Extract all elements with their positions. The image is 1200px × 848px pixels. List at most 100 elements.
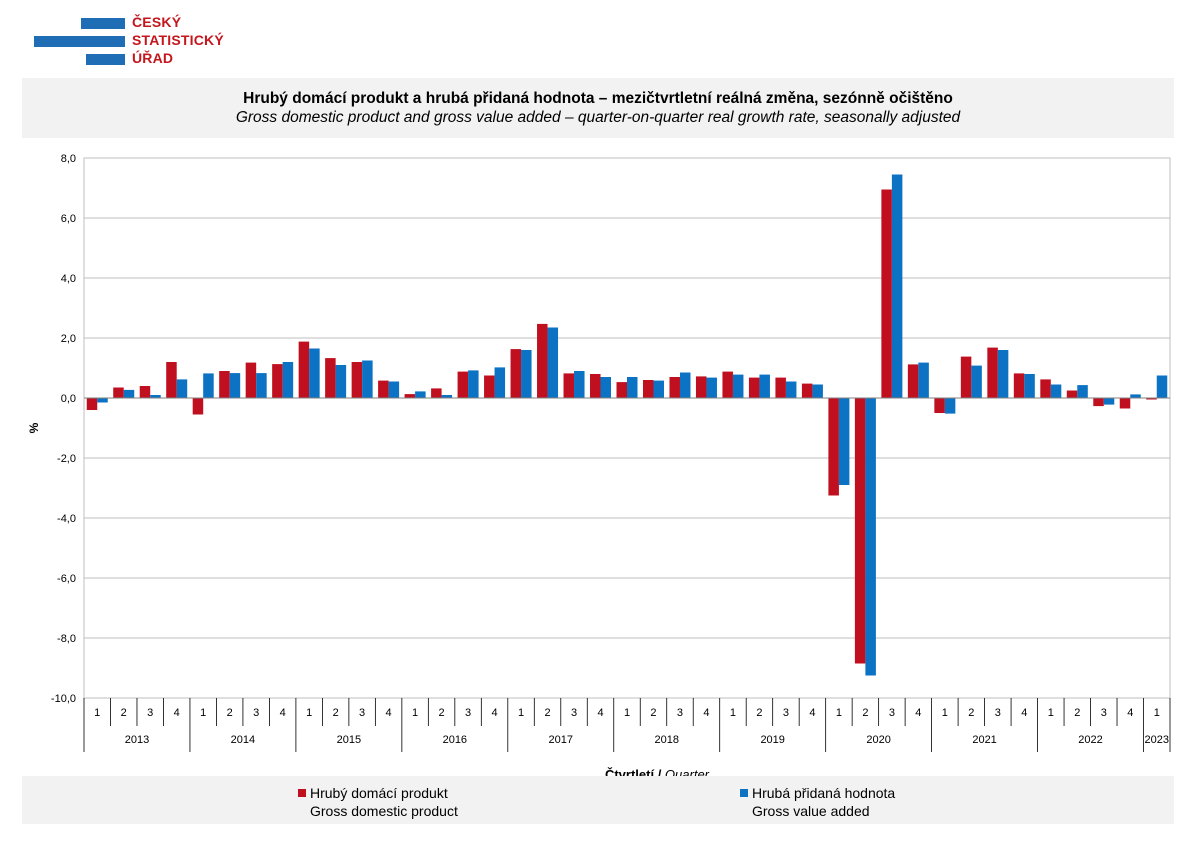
quarter-label: 3: [465, 707, 471, 719]
bar-gdp: [166, 362, 177, 398]
bar-gva: [785, 381, 797, 398]
bar-gva: [1156, 375, 1168, 398]
bar-gva: [627, 377, 638, 398]
year-label: 2013: [125, 734, 149, 746]
bar-gva: [838, 398, 850, 485]
bar-gdp: [113, 387, 124, 398]
y-tick-label: -4,0: [57, 513, 76, 525]
legend: Hrubý domácí produkt Gross domestic prod…: [22, 776, 1174, 824]
bar-gdp: [854, 398, 866, 664]
quarter-label: 2: [544, 707, 550, 719]
bar-gdp: [325, 358, 336, 398]
bar-gdp: [775, 377, 786, 398]
bar-gva: [812, 384, 823, 398]
y-tick-label: -6,0: [57, 573, 76, 585]
bar-gva: [1024, 374, 1035, 398]
year-label: 2017: [549, 734, 573, 746]
bar-gva: [1077, 385, 1088, 398]
bar-gdp: [987, 347, 998, 398]
bar-gdp: [245, 362, 257, 398]
legend-label-gva-cz: Hrubá přidaná hodnota: [752, 785, 896, 801]
quarter-label: 3: [783, 707, 789, 719]
bar-gdp: [1040, 379, 1051, 398]
quarter-label: 1: [624, 707, 630, 719]
legend-swatch-gva: [740, 789, 748, 797]
bar-gdp: [351, 362, 363, 398]
bar-gva: [1050, 384, 1062, 398]
bar-gdp: [1146, 398, 1157, 400]
bar-gdp: [298, 341, 310, 398]
bar-gdp: [960, 356, 972, 398]
bar-gdp: [748, 377, 760, 398]
bar-gva: [600, 377, 612, 398]
bar-gdp: [431, 388, 442, 398]
bar-gva: [971, 365, 982, 398]
bar-gdp: [484, 375, 495, 398]
bar-gdp: [642, 380, 654, 398]
quarter-label: 4: [174, 707, 180, 719]
quarter-label: 1: [942, 707, 948, 719]
bar-gdp: [219, 371, 230, 398]
quarter-label: 3: [1101, 707, 1107, 719]
quarter-label: 4: [915, 707, 921, 719]
bar-gdp: [828, 398, 839, 496]
bar-gdp: [510, 349, 522, 398]
bar-gdp: [1093, 398, 1104, 407]
quarter-label: 4: [1021, 707, 1027, 719]
bar-gdp: [139, 386, 151, 398]
bar-gva: [521, 350, 532, 398]
bar-gdp: [86, 398, 98, 410]
quarter-label: 4: [280, 707, 286, 719]
quarter-label: 1: [518, 707, 524, 719]
bar-gdp: [457, 371, 469, 398]
quarter-label: 3: [147, 707, 153, 719]
quarter-label: 3: [253, 707, 259, 719]
bar-gdp: [590, 374, 601, 398]
quarter-label: 3: [677, 707, 683, 719]
y-tick-label: 4,0: [61, 273, 76, 285]
year-label: 2022: [1078, 734, 1102, 746]
year-label: 2023: [1145, 734, 1169, 746]
bar-gdp: [881, 189, 892, 398]
quarter-label: 1: [94, 707, 100, 719]
year-label: 2019: [760, 734, 784, 746]
year-label: 2014: [231, 734, 255, 746]
y-tick-label: 0,0: [61, 393, 76, 405]
bar-gva: [759, 374, 770, 398]
bar-gva: [150, 395, 161, 398]
chart-title-en: Gross domestic product and gross value a…: [235, 109, 961, 126]
bar-gva: [918, 362, 929, 398]
x-axis-label: Čtvrtletí / Quarter: [605, 767, 710, 776]
y-tick-label: 8,0: [61, 153, 76, 165]
quarter-label: 1: [836, 707, 842, 719]
bar-gva: [468, 370, 479, 398]
quarter-label: 2: [121, 707, 127, 719]
year-label: 2020: [866, 734, 890, 746]
year-label: 2018: [654, 734, 678, 746]
quarter-label: 1: [412, 707, 418, 719]
quarter-label: 3: [995, 707, 1001, 719]
legend-item-gdp: Hrubý domácí produkt Gross domestic prod…: [298, 784, 458, 820]
bar-gva: [997, 350, 1009, 398]
quarter-label: 1: [1048, 707, 1054, 719]
y-tick-label: -10,0: [51, 693, 76, 705]
logo-stripe-2: [34, 36, 125, 47]
logo-line-3: ÚŘAD: [132, 50, 174, 66]
bar-gva: [123, 389, 135, 398]
bar-gdp: [404, 394, 416, 398]
quarter-label: 1: [200, 707, 206, 719]
bar-gdp: [1119, 398, 1131, 409]
chart-title-cz: Hrubý domácí produkt a hrubá přidaná hod…: [243, 90, 953, 107]
bar-gva: [362, 360, 373, 398]
legend-label-gva-en: Gross value added: [752, 803, 870, 819]
bar-gva: [415, 391, 426, 398]
bar-gva: [282, 362, 294, 398]
bar-gva: [256, 373, 267, 398]
bar-gva: [679, 372, 691, 398]
quarter-label: 2: [439, 707, 445, 719]
quarter-label: 2: [227, 707, 233, 719]
bar-gva: [891, 174, 903, 398]
chart-title-box: Hrubý domácí produkt a hrubá přidaná hod…: [22, 78, 1174, 138]
bar-gdp: [722, 371, 733, 398]
quarter-label: 4: [703, 707, 709, 719]
